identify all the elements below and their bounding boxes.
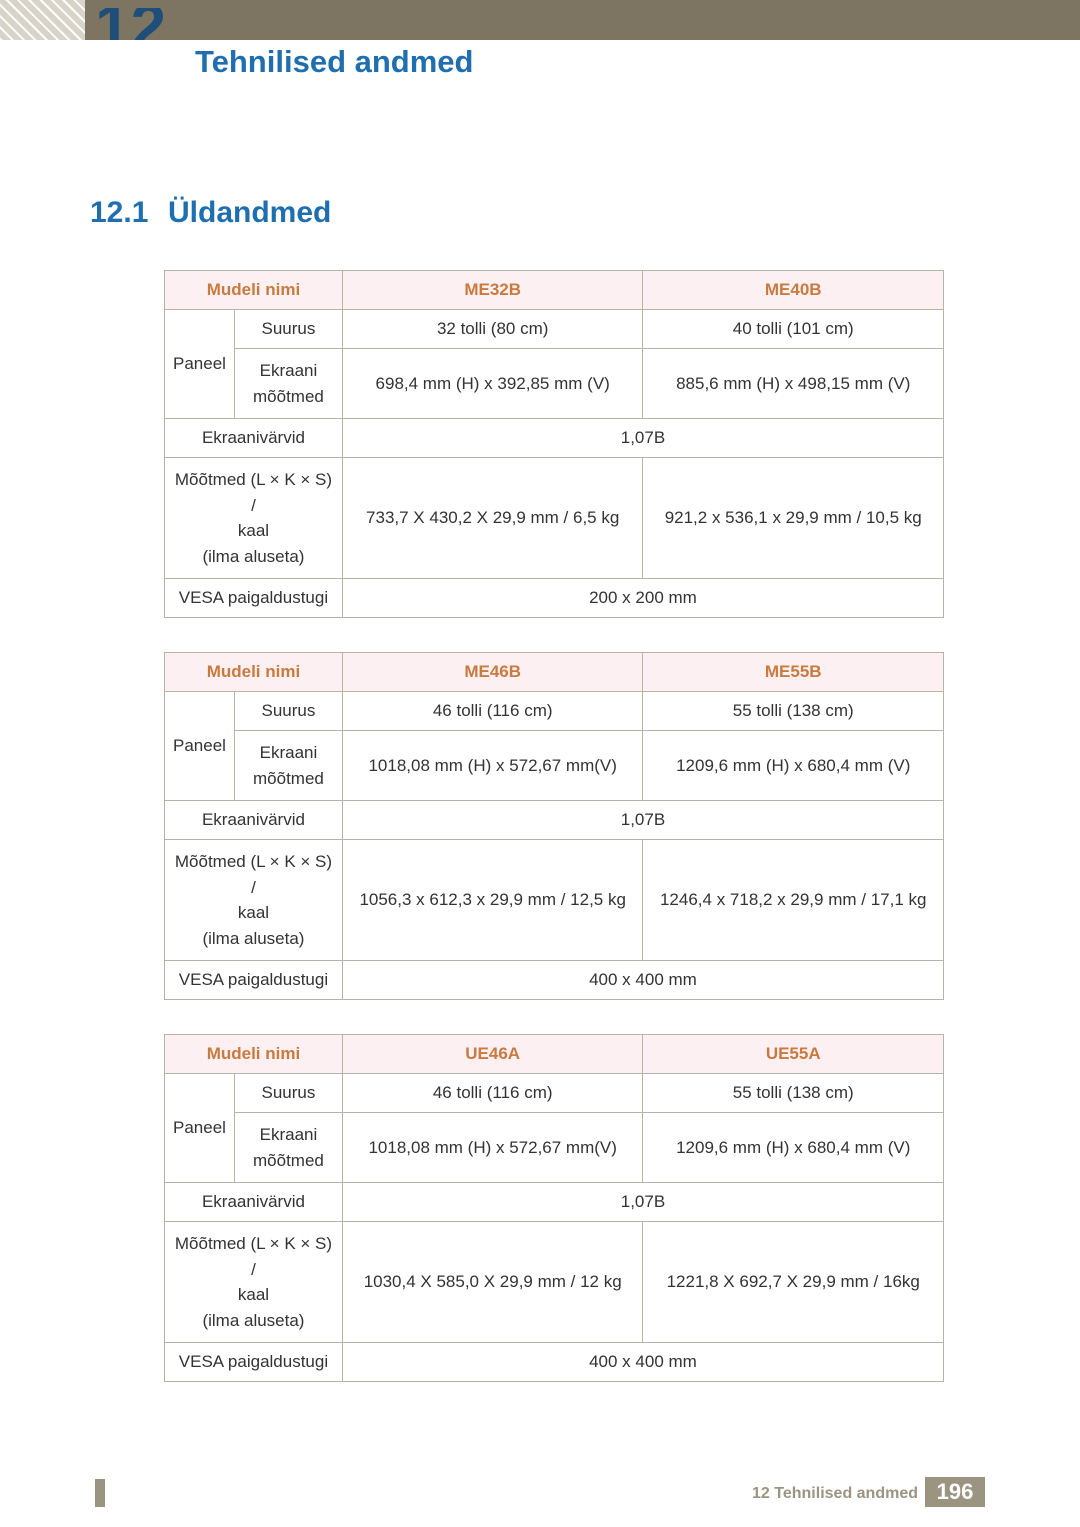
tables-container: Mudeli nimi ME32B ME40B Paneel Suurus 32…: [164, 270, 944, 1416]
label-screen-dims: Ekraani mõõtmed: [234, 731, 342, 801]
spec-table-2: Mudeli nimi ME46B ME55B Paneel Suurus 46…: [164, 652, 944, 1000]
section-number: 12.1: [90, 196, 148, 230]
header-model-name: Mudeli nimi: [165, 653, 343, 692]
cell-size-a: 46 tolli (116 cm): [342, 1074, 643, 1113]
label-panel: Paneel: [165, 310, 235, 419]
cell-dims-a: 733,7 X 430,2 X 29,9 mm / 6,5 kg: [342, 458, 643, 579]
label-colors: Ekraanivärvid: [165, 419, 343, 458]
cell-size-b: 55 tolli (138 cm): [643, 692, 944, 731]
cell-dims-b: 1221,8 X 692,7 X 29,9 mm / 16kg: [643, 1222, 944, 1343]
label-dims-weight: Mõõtmed (L × K × S) / kaal (ilma aluseta…: [165, 840, 343, 961]
label-colors: Ekraanivärvid: [165, 801, 343, 840]
cell-colors: 1,07B: [342, 1183, 943, 1222]
dims-l1: Mõõtmed (L × K × S) /: [175, 1234, 332, 1279]
cell-dims-b: 921,2 x 536,1 x 29,9 mm / 10,5 kg: [643, 458, 944, 579]
label-screen-dims-text: Ekraani mõõtmed: [253, 1125, 324, 1170]
cell-vesa: 400 x 400 mm: [342, 961, 943, 1000]
label-vesa: VESA paigaldustugi: [165, 1343, 343, 1382]
header-model-a: UE46A: [342, 1035, 643, 1074]
label-screen-dims-text: Ekraani mõõtmed: [253, 361, 324, 406]
label-size: Suurus: [234, 1074, 342, 1113]
label-dims-weight: Mõõtmed (L × K × S) / kaal (ilma aluseta…: [165, 1222, 343, 1343]
chapter-number: 12: [95, 8, 166, 40]
cell-screen-a: 1018,08 mm (H) x 572,67 mm(V): [342, 731, 643, 801]
label-size: Suurus: [234, 692, 342, 731]
label-vesa: VESA paigaldustugi: [165, 579, 343, 618]
cell-dims-a: 1030,4 X 585,0 X 29,9 mm / 12 kg: [342, 1222, 643, 1343]
spec-table-1: Mudeli nimi ME32B ME40B Paneel Suurus 32…: [164, 270, 944, 618]
label-screen-dims: Ekraani mõõtmed: [234, 1113, 342, 1183]
label-size: Suurus: [234, 310, 342, 349]
label-vesa: VESA paigaldustugi: [165, 961, 343, 1000]
header-model-name: Mudeli nimi: [165, 271, 343, 310]
label-panel: Paneel: [165, 1074, 235, 1183]
header-model-a: ME46B: [342, 653, 643, 692]
hatch-decoration: [0, 0, 85, 40]
label-screen-dims: Ekraani mõõtmed: [234, 349, 342, 419]
dims-l2: kaal: [238, 903, 269, 922]
spec-table-3: Mudeli nimi UE46A UE55A Paneel Suurus 46…: [164, 1034, 944, 1382]
cell-screen-b: 1209,6 mm (H) x 680,4 mm (V): [643, 1113, 944, 1183]
cell-screen-b: 1209,6 mm (H) x 680,4 mm (V): [643, 731, 944, 801]
cell-vesa: 200 x 200 mm: [342, 579, 943, 618]
label-panel: Paneel: [165, 692, 235, 801]
cell-size-b: 55 tolli (138 cm): [643, 1074, 944, 1113]
cell-screen-a: 1018,08 mm (H) x 572,67 mm(V): [342, 1113, 643, 1183]
cell-size-b: 40 tolli (101 cm): [643, 310, 944, 349]
cell-vesa: 400 x 400 mm: [342, 1343, 943, 1382]
dims-l1: Mõõtmed (L × K × S) /: [175, 852, 332, 897]
cell-size-a: 46 tolli (116 cm): [342, 692, 643, 731]
section-title: Üldandmed: [168, 196, 331, 230]
dims-l3: (ilma aluseta): [202, 547, 304, 566]
dims-l2: kaal: [238, 1285, 269, 1304]
header-model-a: ME32B: [342, 271, 643, 310]
cell-screen-a: 698,4 mm (H) x 392,85 mm (V): [342, 349, 643, 419]
label-colors: Ekraanivärvid: [165, 1183, 343, 1222]
dims-l3: (ilma aluseta): [202, 1311, 304, 1330]
chapter-title: Tehnilised andmed: [195, 44, 473, 80]
header-model-b: ME40B: [643, 271, 944, 310]
cell-size-a: 32 tolli (80 cm): [342, 310, 643, 349]
cell-colors: 1,07B: [342, 801, 943, 840]
dims-l2: kaal: [238, 521, 269, 540]
footer-text: 12 Tehnilised andmed: [752, 1485, 918, 1503]
cell-screen-b: 885,6 mm (H) x 498,15 mm (V): [643, 349, 944, 419]
footer-left-bar: [95, 1479, 105, 1507]
page-number: 196: [925, 1477, 985, 1507]
header-model-b: UE55A: [643, 1035, 944, 1074]
label-dims-weight: Mõõtmed (L × K × S) / kaal (ilma aluseta…: [165, 458, 343, 579]
label-screen-dims-text: Ekraani mõõtmed: [253, 743, 324, 788]
header-model-name: Mudeli nimi: [165, 1035, 343, 1074]
dims-l3: (ilma aluseta): [202, 929, 304, 948]
cell-colors: 1,07B: [342, 419, 943, 458]
cell-dims-a: 1056,3 x 612,3 x 29,9 mm / 12,5 kg: [342, 840, 643, 961]
footer: 12 Tehnilised andmed 196: [0, 1477, 1080, 1507]
cell-dims-b: 1246,4 x 718,2 x 29,9 mm / 17,1 kg: [643, 840, 944, 961]
dims-l1: Mõõtmed (L × K × S) /: [175, 470, 332, 515]
header-model-b: ME55B: [643, 653, 944, 692]
